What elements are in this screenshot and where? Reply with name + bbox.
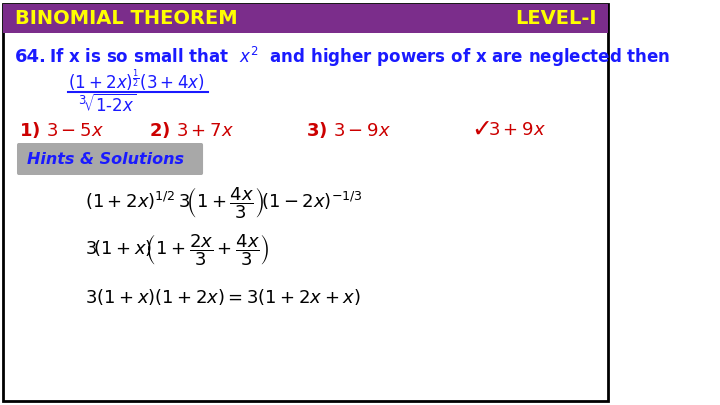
Text: $^3\!\sqrt{1\text{-}2x}$: $^3\!\sqrt{1\text{-}2x}$ xyxy=(78,94,136,116)
Text: If x is so small that  $x^2$  and higher powers of x are neglected then: If x is so small that $x^2$ and higher p… xyxy=(49,45,670,69)
Text: $(1+2x)^{1/2}\,3\!\left(1+\dfrac{4x}{3}\right)\!(1-2x)^{-1/3}$: $(1+2x)^{1/2}\,3\!\left(1+\dfrac{4x}{3}\… xyxy=(85,185,363,221)
Text: BINOMIAL THEOREM: BINOMIAL THEOREM xyxy=(15,9,238,28)
Text: Hints & Solutions: Hints & Solutions xyxy=(27,151,184,166)
Text: 3) $3-9x$: 3) $3-9x$ xyxy=(306,120,391,140)
Text: $3\!\left(1+x\right)\!\!\left(1+\dfrac{2x}{3}+\dfrac{4x}{3}\right)$: $3\!\left(1+x\right)\!\!\left(1+\dfrac{2… xyxy=(85,232,270,268)
Text: 1) $3-5x$: 1) $3-5x$ xyxy=(19,120,104,140)
FancyBboxPatch shape xyxy=(17,143,203,175)
Text: $3+9x$: $3+9x$ xyxy=(487,121,546,139)
Text: 2) $3+7x$: 2) $3+7x$ xyxy=(148,120,233,140)
FancyBboxPatch shape xyxy=(4,4,608,401)
Text: 64.: 64. xyxy=(15,48,48,66)
Text: LEVEL-I: LEVEL-I xyxy=(515,9,596,28)
Text: $(1+2x)^{\frac{1}{2}}(3+4x)$: $(1+2x)^{\frac{1}{2}}(3+4x)$ xyxy=(68,67,204,93)
Text: ✓: ✓ xyxy=(472,118,492,142)
Text: $3(1+x)(1+2x)=3(1+2x+x)$: $3(1+x)(1+2x)=3(1+2x+x)$ xyxy=(85,287,361,307)
FancyBboxPatch shape xyxy=(4,4,608,33)
